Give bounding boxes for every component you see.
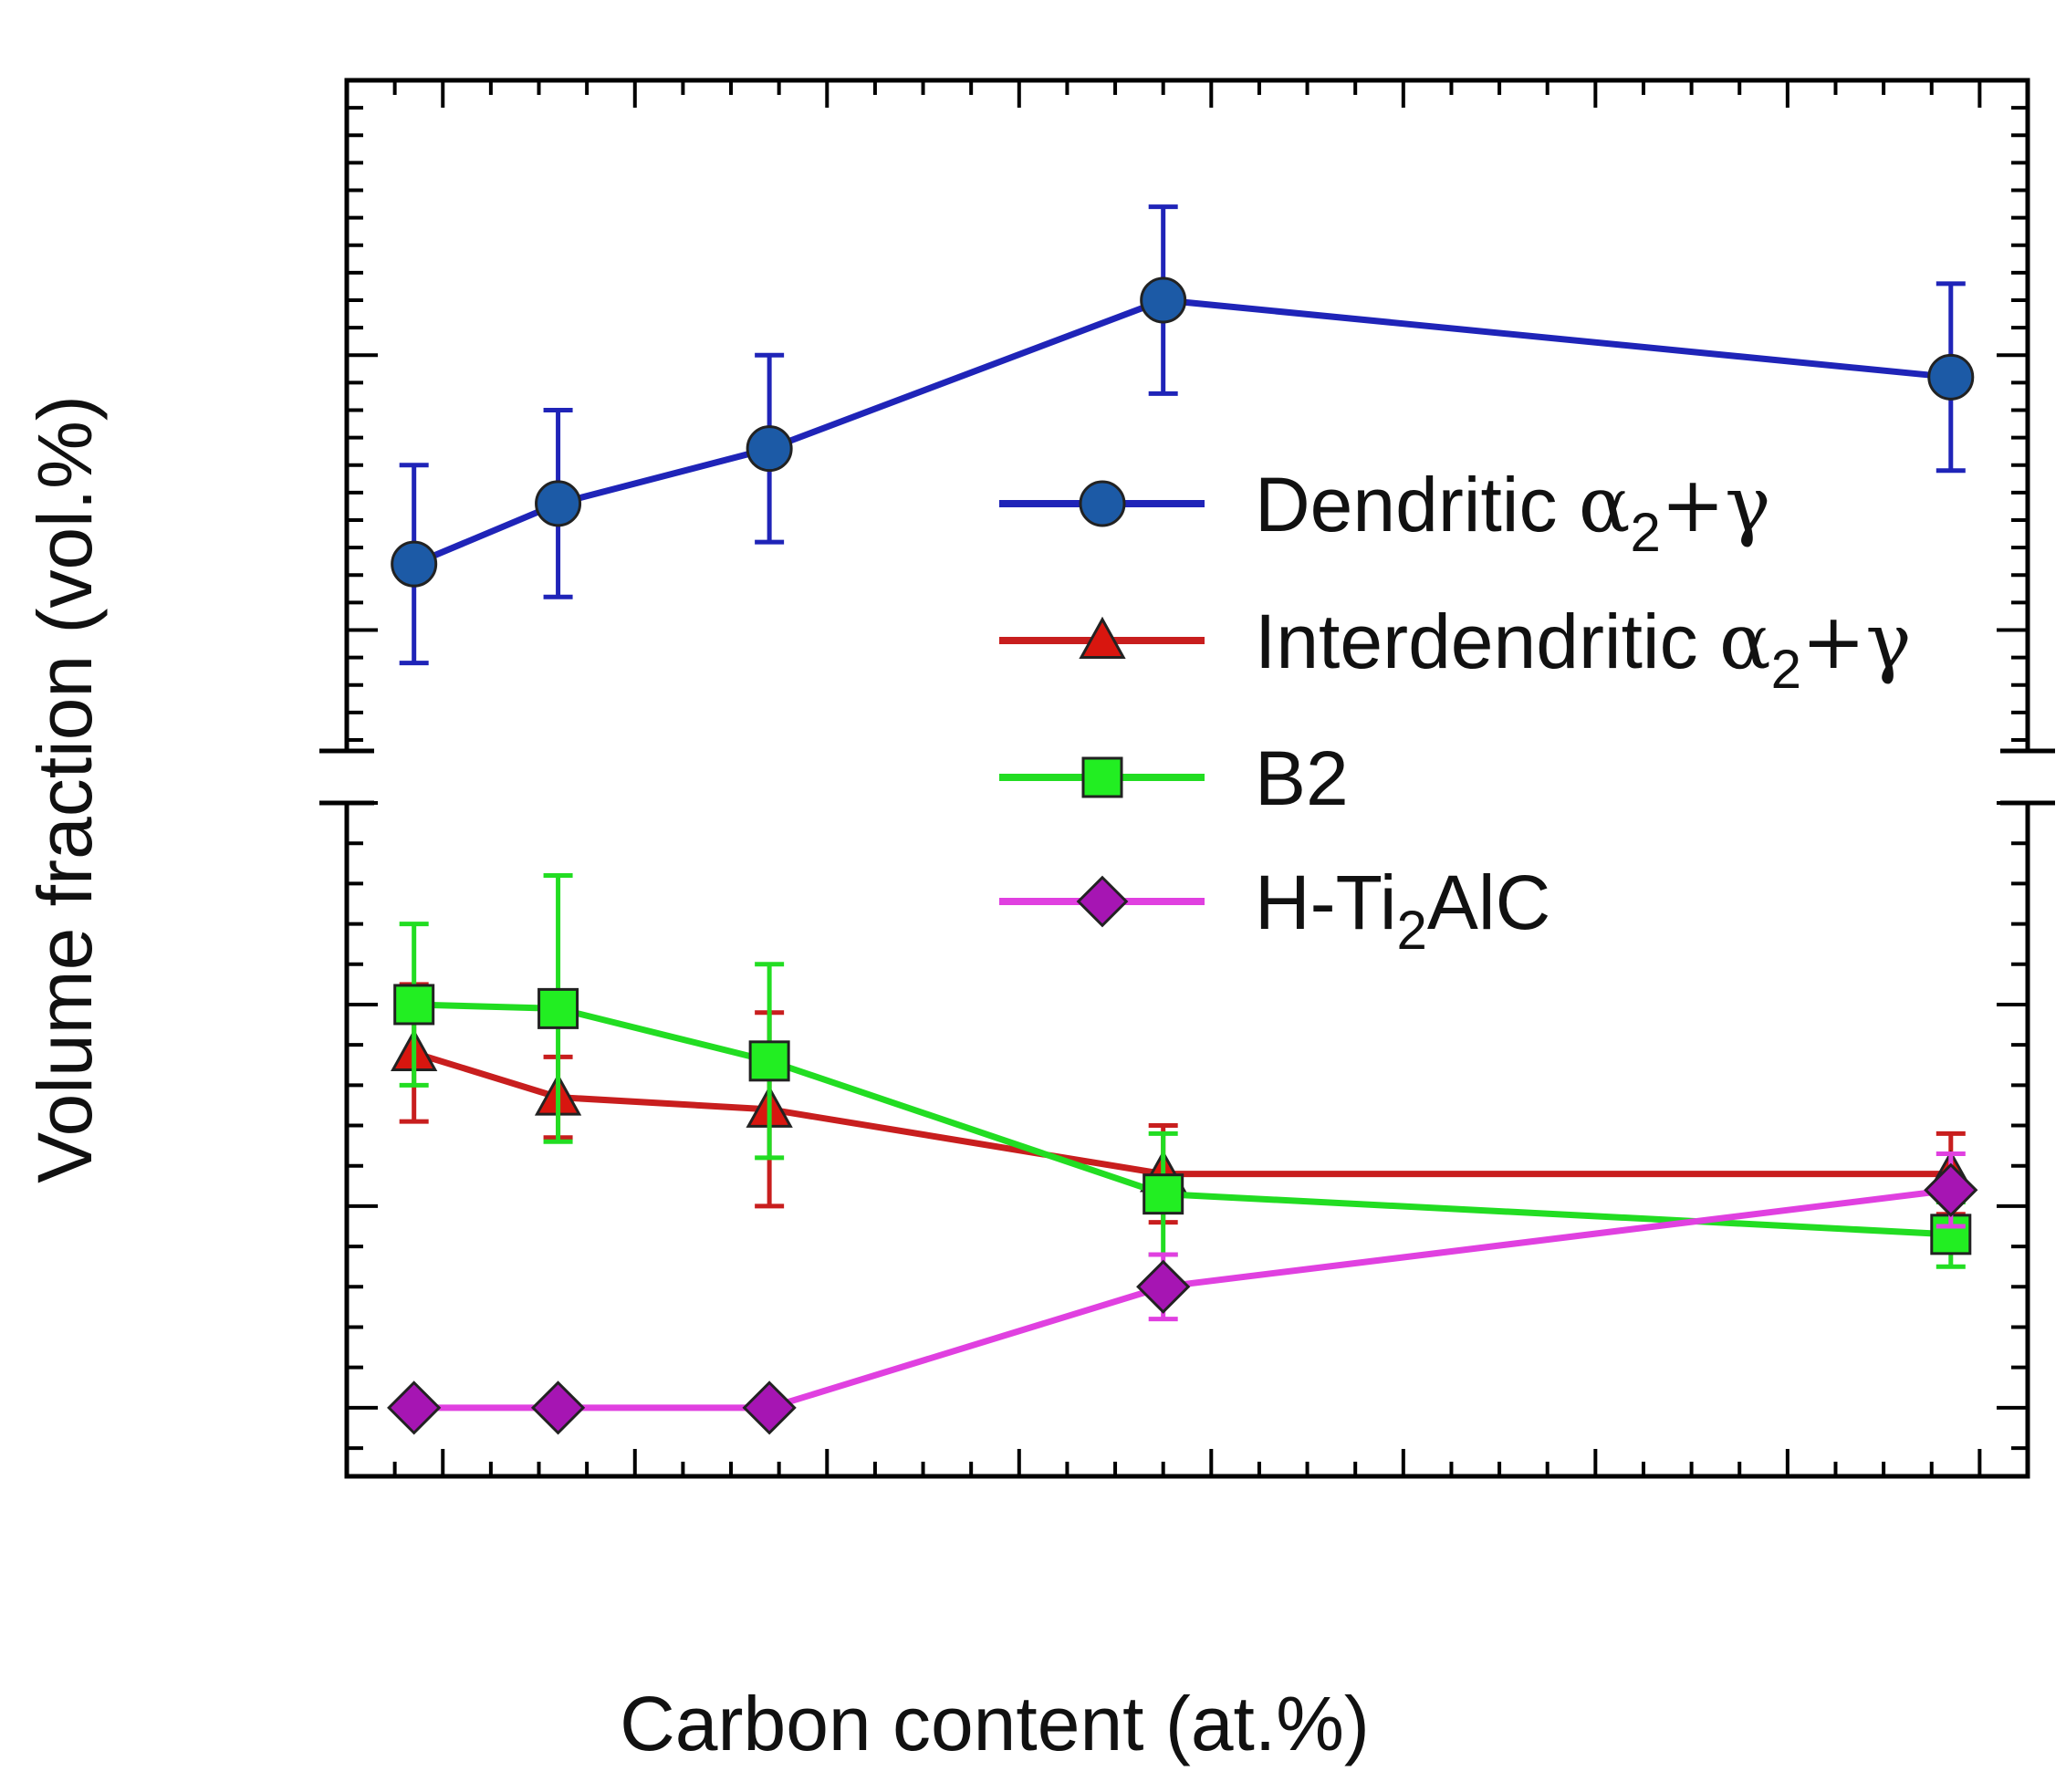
legend-label-subscript: 2 [1397, 900, 1427, 961]
legend-label-suffix: +γ [1661, 460, 1771, 549]
legend-label-subscript: 2 [1631, 502, 1661, 563]
y-axis-label: Volume fraction (vol.%) [22, 395, 108, 1183]
data-point [1924, 1162, 1978, 1217]
series-b2 [393, 873, 1972, 1269]
series-dendritic [391, 204, 1975, 666]
legend-label-main: Interdendritic [1255, 599, 1719, 684]
axis-ticks [345, 78, 2029, 1476]
legend-label-greek: α [1579, 460, 1631, 549]
legend-label: Dendritic α2+γ [1255, 460, 1771, 563]
data-point [746, 425, 793, 473]
series-layer [387, 204, 1978, 1435]
series-h-ti2alc [387, 1151, 1978, 1435]
data-point [391, 540, 438, 588]
legend-marker [1081, 756, 1123, 798]
legend-label-suffix: AlC [1427, 860, 1550, 945]
series-line [412, 1049, 1951, 1178]
data-point [1143, 1173, 1184, 1215]
data-point [748, 1040, 790, 1082]
data-point [535, 480, 582, 527]
legend-item: Dendritic α2+γ [999, 460, 1771, 563]
legend-label: B2 [1255, 735, 1349, 821]
data-point [387, 1380, 442, 1435]
legend-item: Interdendritic α2+γ [999, 597, 1912, 700]
legend-label-main: Dendritic [1255, 462, 1579, 547]
x-axis-label: Carbon content (at.%) [620, 1681, 1370, 1766]
data-point [1140, 276, 1187, 324]
legend-label: Interdendritic α2+γ [1255, 597, 1912, 700]
legend-item: B2 [999, 735, 1349, 821]
data-point [537, 987, 579, 1029]
data-point [1927, 353, 1975, 401]
legend-marker [1076, 875, 1129, 928]
legend-label-greek: α [1719, 597, 1771, 686]
legend-label-main: H-Ti [1255, 860, 1397, 945]
legend-label-suffix: +γ [1801, 597, 1912, 686]
data-point [1930, 1214, 1972, 1255]
legend-label-subscript: 2 [1771, 639, 1801, 700]
legend-item: H-Ti2AlC [999, 860, 1550, 961]
legend-marker [1079, 480, 1126, 527]
data-point [742, 1380, 797, 1435]
data-point [393, 984, 435, 1026]
legend-label-main: B2 [1255, 735, 1349, 821]
upper-panel-border [344, 78, 2030, 751]
data-point [530, 1380, 586, 1435]
legend-marker [1079, 616, 1126, 659]
legend-label: H-Ti2AlC [1255, 860, 1550, 961]
data-point [1136, 1259, 1191, 1314]
lower-panel-border [344, 803, 2030, 1479]
